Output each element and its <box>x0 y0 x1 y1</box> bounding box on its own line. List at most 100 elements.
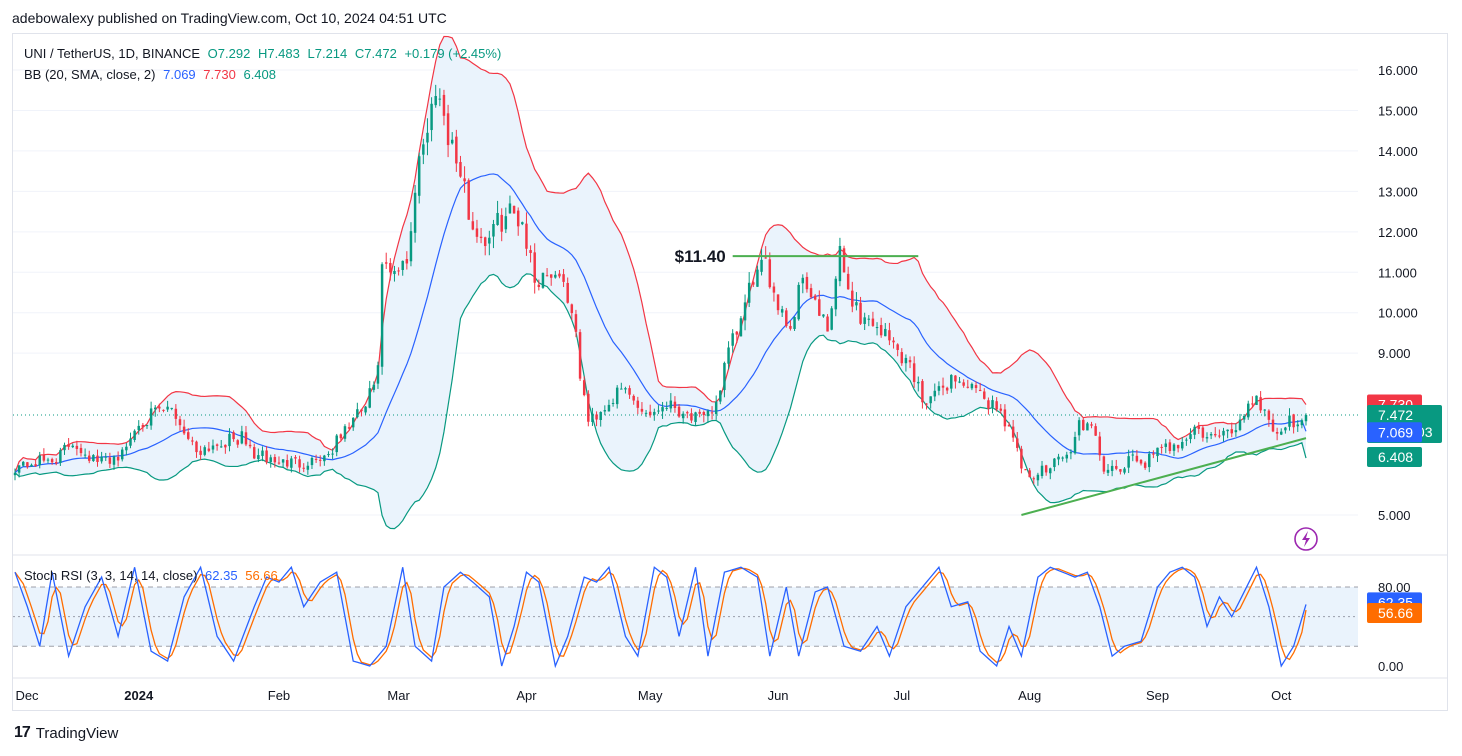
candle[interactable] <box>805 272 809 293</box>
candle[interactable] <box>624 386 627 394</box>
candle-body[interactable] <box>364 406 367 413</box>
candle[interactable] <box>318 455 322 467</box>
candle-body[interactable] <box>690 413 693 421</box>
candle-body[interactable] <box>446 113 450 146</box>
candle[interactable] <box>125 442 128 456</box>
candle-body[interactable] <box>710 412 714 414</box>
candle[interactable] <box>851 281 854 313</box>
candle-body[interactable] <box>459 161 462 177</box>
candle[interactable] <box>1160 444 1163 454</box>
candle[interactable] <box>240 425 244 445</box>
candle-body[interactable] <box>1086 423 1089 431</box>
candle[interactable] <box>1267 409 1271 427</box>
candle[interactable] <box>364 405 367 415</box>
candle[interactable] <box>541 272 545 289</box>
candle-body[interactable] <box>558 273 561 277</box>
bb-lower-line[interactable] <box>14 273 1307 530</box>
candle[interactable] <box>1073 431 1077 455</box>
candle[interactable] <box>686 410 689 419</box>
candle[interactable] <box>158 403 161 413</box>
candle[interactable] <box>96 449 99 467</box>
candle[interactable] <box>1077 417 1081 441</box>
candle[interactable] <box>409 222 413 267</box>
candle[interactable] <box>137 420 140 435</box>
candle[interactable] <box>867 315 871 327</box>
candle[interactable] <box>1090 421 1093 429</box>
candle[interactable] <box>554 270 557 279</box>
candle-body[interactable] <box>1139 459 1143 464</box>
candle-body[interactable] <box>59 450 62 463</box>
candle-body[interactable] <box>739 318 743 337</box>
candle-body[interactable] <box>1061 457 1064 459</box>
candle[interactable] <box>702 410 706 423</box>
candle[interactable] <box>591 407 594 426</box>
candle[interactable] <box>261 446 264 462</box>
candle-body[interactable] <box>760 259 763 272</box>
candle-body[interactable] <box>335 435 338 453</box>
candle[interactable] <box>1275 427 1279 441</box>
candle-body[interactable] <box>578 332 582 379</box>
candle-body[interactable] <box>644 412 648 414</box>
candle-body[interactable] <box>1024 469 1027 471</box>
candle-body[interactable] <box>661 407 664 412</box>
candle-body[interactable] <box>244 432 248 445</box>
candle[interactable] <box>801 274 805 294</box>
candle-body[interactable] <box>599 411 602 420</box>
candle[interactable] <box>929 396 932 409</box>
candle-body[interactable] <box>962 382 965 386</box>
candle-body[interactable] <box>1049 468 1052 474</box>
candle[interactable] <box>153 405 157 417</box>
candle-body[interactable] <box>632 395 635 401</box>
candle[interactable] <box>529 245 532 263</box>
candle-body[interactable] <box>1247 403 1250 418</box>
candle[interactable] <box>112 455 116 470</box>
candle-body[interactable] <box>1011 426 1015 438</box>
candle-body[interactable] <box>789 325 792 329</box>
candle-body[interactable] <box>327 454 330 456</box>
candle-body[interactable] <box>756 269 759 287</box>
candle-body[interactable] <box>888 330 891 341</box>
candle-body[interactable] <box>75 445 79 449</box>
candle[interactable] <box>1230 422 1233 438</box>
candle-body[interactable] <box>879 325 883 336</box>
candle[interactable] <box>1106 464 1110 476</box>
candle-body[interactable] <box>389 262 392 273</box>
candle-body[interactable] <box>450 139 454 144</box>
stoch-rsi-pane[interactable] <box>13 565 1358 669</box>
candle-body[interactable] <box>1164 443 1168 447</box>
candle[interactable] <box>706 409 710 424</box>
candle-body[interactable] <box>153 407 157 410</box>
candle-body[interactable] <box>966 386 970 388</box>
candle[interactable] <box>562 268 565 288</box>
candle-body[interactable] <box>653 411 656 415</box>
candle-body[interactable] <box>1098 436 1102 456</box>
candle[interactable] <box>1214 427 1217 438</box>
candle-body[interactable] <box>248 444 252 447</box>
candle[interactable] <box>962 379 965 388</box>
candle[interactable] <box>273 454 277 468</box>
candle-body[interactable] <box>413 192 417 233</box>
candle[interactable] <box>640 402 644 415</box>
candle-body[interactable] <box>537 284 541 287</box>
candle[interactable] <box>191 436 194 446</box>
candle-body[interactable] <box>549 274 553 278</box>
candle-body[interactable] <box>508 203 512 214</box>
candle-body[interactable] <box>970 383 974 389</box>
candle-body[interactable] <box>768 259 772 288</box>
candle-body[interactable] <box>1082 419 1085 431</box>
candle-body[interactable] <box>1090 424 1093 426</box>
candle[interactable] <box>290 455 293 473</box>
candle[interactable] <box>298 455 301 473</box>
candle-body[interactable] <box>533 252 536 283</box>
candle[interactable] <box>587 390 590 427</box>
candle-body[interactable] <box>1127 456 1130 468</box>
candle-body[interactable] <box>1201 427 1205 438</box>
candle-body[interactable] <box>108 457 112 464</box>
candle[interactable] <box>578 329 582 381</box>
candle-body[interactable] <box>615 387 619 405</box>
candle[interactable] <box>1094 423 1097 436</box>
candle-body[interactable] <box>219 446 223 448</box>
candle-body[interactable] <box>1007 424 1011 427</box>
candle-body[interactable] <box>1292 414 1295 428</box>
candle-body[interactable] <box>855 302 858 306</box>
